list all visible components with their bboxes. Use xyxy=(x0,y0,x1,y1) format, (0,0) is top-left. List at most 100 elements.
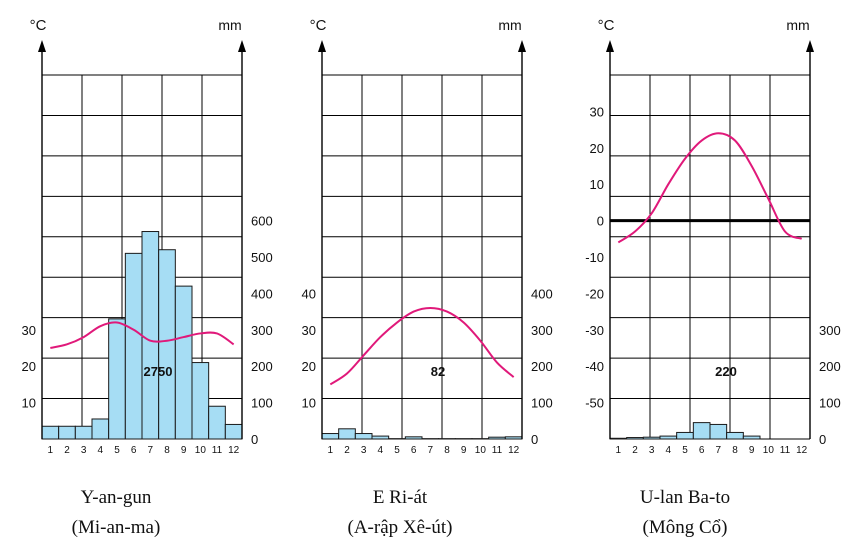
month-label: 10 xyxy=(763,445,775,456)
month-label: 11 xyxy=(780,445,791,456)
rainfall-bar xyxy=(626,437,644,440)
temperature-tick-label: -40 xyxy=(585,359,604,374)
rainfall-tick-label: 200 xyxy=(531,359,553,374)
month-label: 11 xyxy=(492,445,503,456)
rainfall-tick-label: 0 xyxy=(531,432,538,447)
temperature-tick-label: -20 xyxy=(585,286,604,301)
temperature-line xyxy=(617,132,803,244)
temperature-axis-arrow xyxy=(318,40,326,52)
station-name-1: Y-an-gun xyxy=(80,487,152,508)
rainfall-bar xyxy=(321,433,340,440)
rainfall-tick-label: 300 xyxy=(251,323,273,338)
month-label: 5 xyxy=(114,445,120,456)
month-label: 12 xyxy=(228,445,240,456)
rainfall-unit-label: mm xyxy=(786,17,809,33)
rainfall-tick-label: 0 xyxy=(819,432,826,447)
month-label: 2 xyxy=(64,445,70,456)
rainfall-unit-label: mm xyxy=(498,17,521,33)
rainfall-bar xyxy=(659,435,678,440)
rainfall-bar xyxy=(692,422,711,440)
annual-rainfall-label: 2750 xyxy=(144,364,173,379)
rainfall-bar xyxy=(74,425,93,440)
month-label: 9 xyxy=(181,445,187,456)
rainfall-axis-arrow xyxy=(238,40,246,52)
rainfall-tick-label: 0 xyxy=(251,432,258,447)
month-label: 1 xyxy=(616,445,622,456)
rainfall-tick-label: 300 xyxy=(819,323,841,338)
rainfall-bar xyxy=(141,231,160,440)
rainfall-bar xyxy=(488,436,506,440)
temperature-tick-label: 20 xyxy=(590,141,604,156)
month-label: 8 xyxy=(164,445,170,456)
rainfall-axis-arrow xyxy=(806,40,814,52)
month-label: 4 xyxy=(378,445,384,456)
rainfall-bar xyxy=(609,437,628,440)
annual-rainfall-label: 82 xyxy=(431,364,445,379)
rainfall-bar xyxy=(371,435,390,440)
month-label: 6 xyxy=(699,445,705,456)
rainfall-bar xyxy=(709,423,728,440)
month-label: 2 xyxy=(344,445,350,456)
rainfall-bar xyxy=(404,436,423,440)
month-label: 12 xyxy=(508,445,520,456)
rainfall-tick-label: 100 xyxy=(819,396,841,411)
temperature-tick-label: 20 xyxy=(22,359,36,374)
month-label: 7 xyxy=(148,445,154,456)
month-label: 4 xyxy=(98,445,104,456)
month-label: 11 xyxy=(212,445,223,456)
month-label: 4 xyxy=(666,445,672,456)
rainfall-bar xyxy=(191,362,210,440)
temperature-tick-label: 0 xyxy=(597,214,604,229)
rainfall-tick-label: 200 xyxy=(251,359,273,374)
country-name-2: (A-rập Xê-út) xyxy=(347,517,453,538)
rainfall-tick-label: 300 xyxy=(531,323,553,338)
month-label: 9 xyxy=(461,445,467,456)
rainfall-tick-label: 400 xyxy=(251,286,273,301)
month-label: 2 xyxy=(632,445,638,456)
temperature-tick-label: 20 xyxy=(302,359,316,374)
rainfall-tick-label: 500 xyxy=(251,250,273,265)
temperature-tick-label: 30 xyxy=(302,323,316,338)
month-label: 8 xyxy=(444,445,450,456)
station-name-2: E Ri-át xyxy=(372,487,428,508)
temperature-line xyxy=(50,321,235,349)
rainfall-tick-label: 400 xyxy=(531,286,553,301)
rainfall-tick-label: 100 xyxy=(251,396,273,411)
month-label: 6 xyxy=(411,445,417,456)
temperature-tick-label: 10 xyxy=(22,396,36,411)
rainfall-bar xyxy=(208,405,226,440)
rainfall-bar xyxy=(742,435,761,440)
month-label: 3 xyxy=(649,445,655,456)
rainfall-bar xyxy=(642,436,661,440)
rainfall-bar xyxy=(58,425,76,440)
month-label: 6 xyxy=(131,445,137,456)
month-label: 5 xyxy=(394,445,400,456)
temperature-tick-label: -50 xyxy=(585,396,604,411)
month-label: 9 xyxy=(749,445,755,456)
country-name-1: (Mi-an-ma) xyxy=(71,517,161,538)
rainfall-bar xyxy=(108,318,126,440)
month-label: 10 xyxy=(475,445,487,456)
temperature-tick-label: 10 xyxy=(590,177,604,192)
temperature-unit-label: °C xyxy=(598,17,615,34)
temperature-line xyxy=(329,306,515,386)
temperature-unit-label: °C xyxy=(310,17,327,34)
rainfall-bar xyxy=(504,436,523,440)
month-label: 8 xyxy=(732,445,738,456)
rainfall-bar xyxy=(224,423,243,440)
temperature-tick-label: -30 xyxy=(585,323,604,338)
month-label: 10 xyxy=(195,445,207,456)
temperature-tick-label: 30 xyxy=(22,323,36,338)
month-label: 3 xyxy=(361,445,367,456)
rainfall-axis-arrow xyxy=(518,40,526,52)
month-label: 5 xyxy=(682,445,688,456)
rainfall-bar xyxy=(124,252,143,440)
rainfall-unit-label: mm xyxy=(218,17,241,33)
rainfall-bar xyxy=(338,428,356,440)
month-label: 1 xyxy=(328,445,334,456)
rainfall-bar xyxy=(91,418,110,440)
temperature-tick-label: -10 xyxy=(585,250,604,265)
rainfall-bar xyxy=(174,285,193,440)
